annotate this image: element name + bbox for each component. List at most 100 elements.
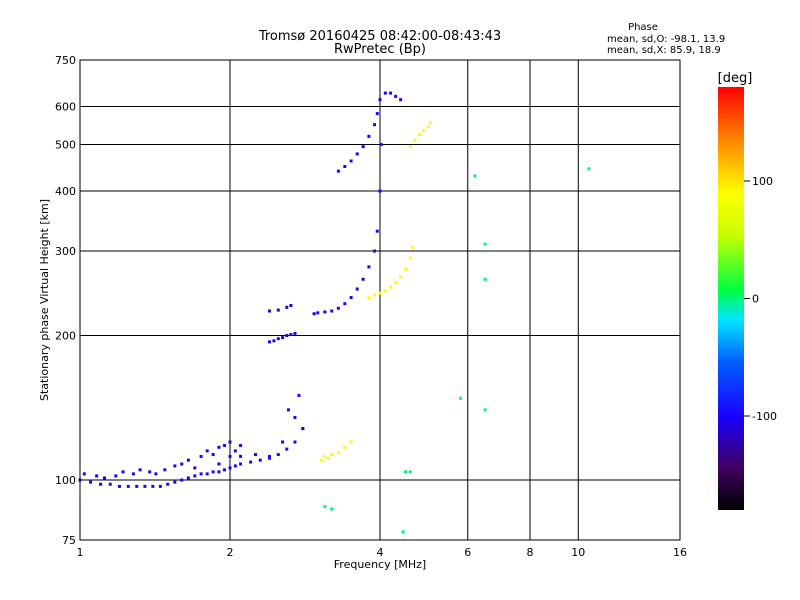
colorbar-ticks: 100 0 -100 bbox=[744, 175, 777, 423]
x-tick-label: 4 bbox=[377, 546, 384, 559]
data-point bbox=[82, 472, 86, 476]
data-point bbox=[289, 332, 293, 336]
data-point bbox=[272, 339, 276, 343]
data-point bbox=[228, 454, 232, 458]
data-point bbox=[373, 123, 377, 127]
data-point bbox=[373, 293, 377, 297]
data-point bbox=[114, 474, 118, 478]
data-point bbox=[408, 470, 412, 474]
data-point bbox=[239, 462, 243, 466]
data-point bbox=[126, 484, 130, 488]
x-tick-label: 8 bbox=[527, 546, 534, 559]
data-point bbox=[378, 291, 382, 295]
data-point bbox=[343, 302, 347, 306]
data-point bbox=[180, 478, 184, 482]
data-point bbox=[239, 444, 243, 448]
colorbar-tick-label: -100 bbox=[752, 410, 777, 423]
x-tick-label: 1 bbox=[77, 546, 84, 559]
colorbar bbox=[718, 87, 744, 510]
data-point bbox=[483, 277, 487, 281]
data-point bbox=[267, 340, 271, 344]
data-point bbox=[173, 464, 177, 468]
data-point bbox=[378, 98, 382, 102]
data-point bbox=[186, 458, 190, 462]
data-point bbox=[323, 454, 327, 458]
data-point bbox=[138, 468, 142, 472]
data-point bbox=[312, 312, 316, 316]
data-point bbox=[336, 169, 340, 173]
y-tick-label: 300 bbox=[55, 245, 76, 258]
y-tick-label: 750 bbox=[55, 54, 76, 67]
y-tick-label: 600 bbox=[55, 101, 76, 114]
data-point bbox=[297, 394, 301, 398]
data-point bbox=[199, 454, 203, 458]
data-point bbox=[367, 296, 371, 300]
data-point bbox=[367, 134, 371, 138]
chart-title: Tromsø 20160425 08:42:00-08:43:43 bbox=[258, 29, 501, 44]
data-point bbox=[193, 466, 197, 470]
data-point bbox=[413, 138, 417, 142]
plot-frame bbox=[79, 59, 681, 541]
data-point bbox=[276, 453, 280, 457]
data-point bbox=[330, 453, 334, 457]
colorbar-label: [deg] bbox=[718, 71, 753, 86]
data-point bbox=[293, 415, 297, 419]
data-point bbox=[355, 287, 359, 291]
data-point bbox=[379, 143, 383, 147]
data-point bbox=[211, 453, 215, 457]
data-point bbox=[375, 229, 379, 233]
data-point bbox=[217, 470, 221, 474]
data-point bbox=[267, 454, 271, 458]
data-point bbox=[343, 164, 347, 168]
data-point bbox=[422, 128, 426, 132]
data-point bbox=[383, 289, 387, 293]
data-point bbox=[355, 152, 359, 156]
data-point bbox=[458, 396, 462, 400]
data-point bbox=[361, 145, 365, 149]
data-point bbox=[361, 277, 365, 281]
data-point bbox=[343, 445, 347, 449]
data-point bbox=[349, 440, 353, 444]
data-point bbox=[99, 482, 103, 486]
x-axis-label: Frequency [MHz] bbox=[334, 558, 426, 571]
data-point bbox=[394, 280, 398, 284]
data-point bbox=[483, 408, 487, 412]
data-point bbox=[394, 94, 398, 98]
data-point bbox=[389, 285, 393, 289]
data-point bbox=[217, 462, 221, 466]
data-point bbox=[326, 456, 330, 460]
data-point bbox=[323, 310, 327, 314]
data-point bbox=[285, 334, 289, 338]
y-axis-label: Stationary phase Virtual Height [km] bbox=[38, 199, 51, 401]
y-tick-label: 200 bbox=[55, 330, 76, 343]
data-point bbox=[349, 296, 353, 300]
data-point bbox=[228, 440, 232, 444]
colorbar-tick-label: 100 bbox=[752, 175, 773, 188]
data-point bbox=[408, 145, 412, 149]
data-point bbox=[239, 454, 243, 458]
data-point bbox=[103, 476, 107, 480]
data-point bbox=[426, 125, 430, 129]
data-point bbox=[223, 468, 227, 472]
data-point bbox=[186, 476, 190, 480]
data-point bbox=[428, 121, 432, 125]
data-point bbox=[399, 98, 403, 102]
tick-labels: 1 2 4 6 8 10 16 75 100 200 300 400 500 600 750 bbox=[55, 54, 687, 559]
data-point bbox=[180, 462, 184, 466]
data-point bbox=[483, 242, 487, 246]
data-point bbox=[166, 482, 170, 486]
data-point bbox=[323, 505, 327, 509]
phase-info-title: Phase bbox=[628, 22, 658, 33]
y-tick-label: 500 bbox=[55, 139, 76, 152]
data-point bbox=[173, 480, 177, 484]
data-point bbox=[193, 474, 197, 478]
data-point bbox=[233, 464, 237, 468]
data-point bbox=[286, 408, 290, 412]
data-point bbox=[399, 275, 403, 279]
data-point bbox=[258, 458, 262, 462]
data-point bbox=[108, 482, 112, 486]
data-point bbox=[285, 305, 289, 309]
data-point bbox=[217, 445, 221, 449]
data-point bbox=[330, 507, 334, 511]
data-point bbox=[223, 444, 227, 448]
